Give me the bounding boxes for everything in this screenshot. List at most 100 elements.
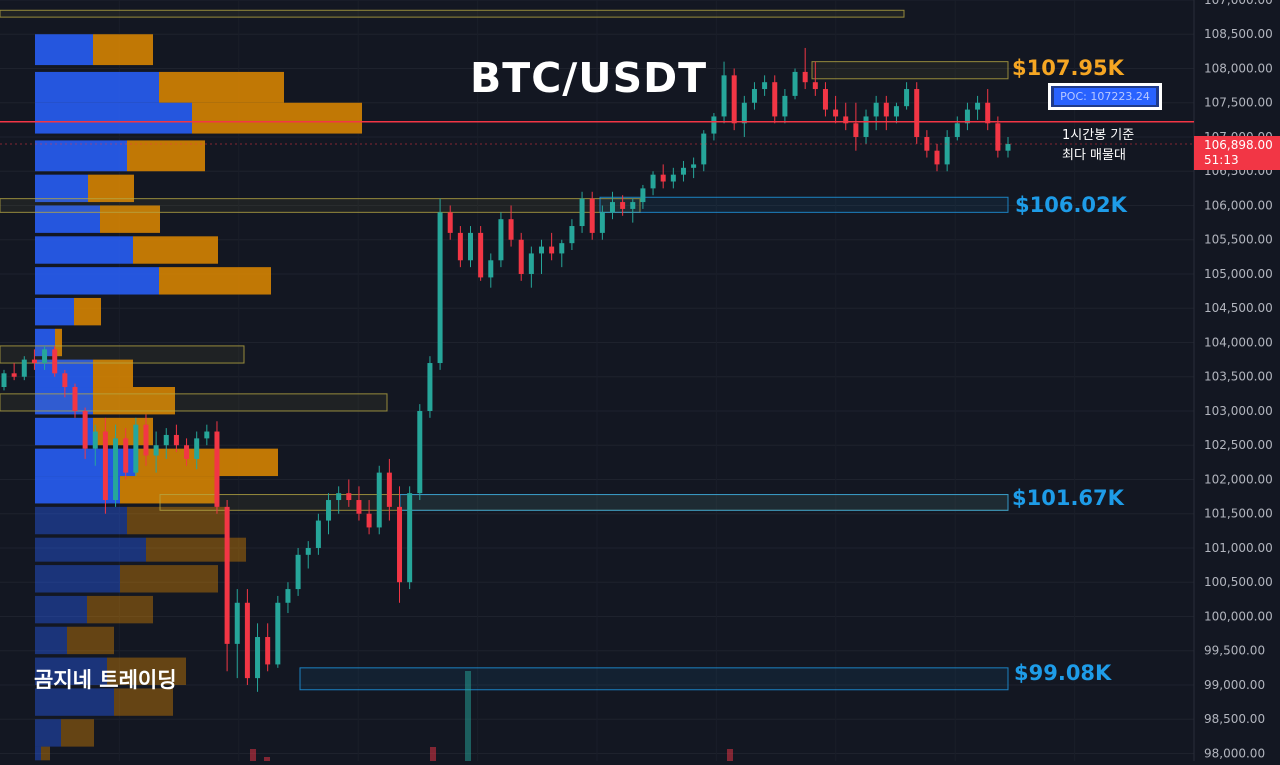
volume-profile-sell-bar	[133, 236, 218, 264]
candle-body	[305, 547, 311, 555]
candle	[853, 102, 859, 151]
price-tick-label: 106,000.00	[1204, 198, 1273, 212]
poc-label-box: POC: 107223.24	[1048, 83, 1162, 110]
volume-profile-buy-bar	[35, 626, 67, 655]
candle	[457, 226, 463, 268]
price-tick-label: 108,000.00	[1204, 61, 1273, 75]
candle	[822, 82, 828, 117]
volume-profile-sell-bar	[135, 448, 278, 477]
level-zone-box	[0, 9, 905, 18]
candle	[579, 191, 585, 233]
candle-body	[224, 506, 230, 644]
candle-body	[31, 359, 37, 364]
candle-body	[163, 434, 169, 446]
candle	[762, 75, 768, 96]
candle	[234, 589, 240, 679]
price-tick-label: 102,000.00	[1204, 472, 1273, 486]
volume-profile-buy-bar	[35, 71, 159, 103]
candle-body	[853, 123, 859, 137]
candle	[42, 345, 48, 370]
candle-body	[599, 212, 605, 233]
candle	[102, 417, 108, 514]
candle	[356, 486, 362, 521]
candle-body	[366, 513, 372, 528]
candle-body	[204, 431, 210, 439]
candle	[336, 486, 342, 514]
candle	[691, 157, 697, 179]
volume-profile-sell-bar	[146, 537, 246, 562]
candle	[62, 369, 68, 398]
candle-body	[478, 232, 484, 278]
candle-body	[680, 167, 686, 175]
volume-bar	[727, 749, 733, 761]
candle-body	[833, 109, 839, 117]
price-axis-bg	[1194, 0, 1280, 761]
candle	[630, 198, 636, 223]
candle	[812, 61, 818, 96]
candle	[407, 486, 413, 590]
level-zone-box	[399, 494, 1009, 511]
candle	[944, 130, 950, 172]
candle-body	[244, 602, 250, 679]
candle-body	[407, 493, 413, 583]
price-axis[interactable]: 107,000.00 108,500.00 108,000.00 107,500.00…	[1193, 0, 1280, 761]
candle-body	[731, 75, 737, 124]
candle-body	[427, 363, 433, 411]
candle-body	[285, 589, 291, 603]
candle-body	[52, 349, 58, 374]
price-tick-label: 100,000.00	[1204, 609, 1273, 623]
candle	[82, 407, 88, 459]
candle-body	[468, 232, 474, 261]
volume-profile-sell-bar	[74, 297, 101, 326]
level-zone-box	[299, 667, 1009, 691]
candle-body	[376, 472, 382, 528]
candle-body	[295, 554, 301, 590]
candle	[589, 191, 595, 240]
price-tick-label: 103,000.00	[1204, 404, 1273, 418]
candle-body	[975, 102, 981, 110]
price-tick-label: 101,000.00	[1204, 541, 1273, 555]
candle	[559, 239, 565, 268]
candle	[660, 164, 666, 189]
volume-profile-sell-bar	[114, 688, 173, 716]
volume-bar	[465, 671, 471, 761]
candle-body	[346, 493, 352, 501]
candle-body	[265, 637, 271, 665]
candle-body	[1005, 143, 1011, 151]
candle-body	[92, 431, 98, 449]
candle-body	[691, 164, 697, 168]
candle-body	[42, 349, 48, 364]
candle-body	[184, 445, 190, 459]
volume-profile-buy-bar	[35, 688, 114, 716]
candle-body	[670, 174, 676, 182]
price-tick-label: 104,000.00	[1204, 335, 1273, 349]
candle	[153, 431, 159, 473]
candles[interactable]	[0, 47, 1194, 761]
candle-body	[153, 445, 159, 456]
candle	[1, 369, 7, 391]
level-label-3: $101.67K	[1012, 486, 1124, 510]
volume-profile-buy-bar	[35, 140, 127, 172]
volume-profile-sell-bar	[192, 102, 362, 134]
candle	[31, 349, 37, 370]
candle-body	[518, 239, 524, 274]
candle	[376, 465, 382, 535]
candle-body	[21, 359, 27, 377]
candle	[772, 75, 778, 124]
volume-profile-sell-bar	[107, 657, 186, 685]
candle	[275, 595, 281, 668]
brand-watermark: 곰지네 트레이딩	[34, 668, 177, 692]
candle-body	[640, 188, 646, 203]
level-label-1: $107.95K	[1012, 56, 1124, 80]
candle-body	[336, 493, 342, 501]
candle-body	[954, 123, 960, 137]
candle	[518, 232, 524, 281]
candle-body	[721, 75, 727, 117]
poc-note: 1시간봉 기준 최다 매물대	[1062, 126, 1134, 166]
candle-body	[356, 500, 362, 514]
candle-body	[72, 387, 78, 411]
candle	[640, 184, 646, 209]
candle-body	[315, 520, 321, 548]
